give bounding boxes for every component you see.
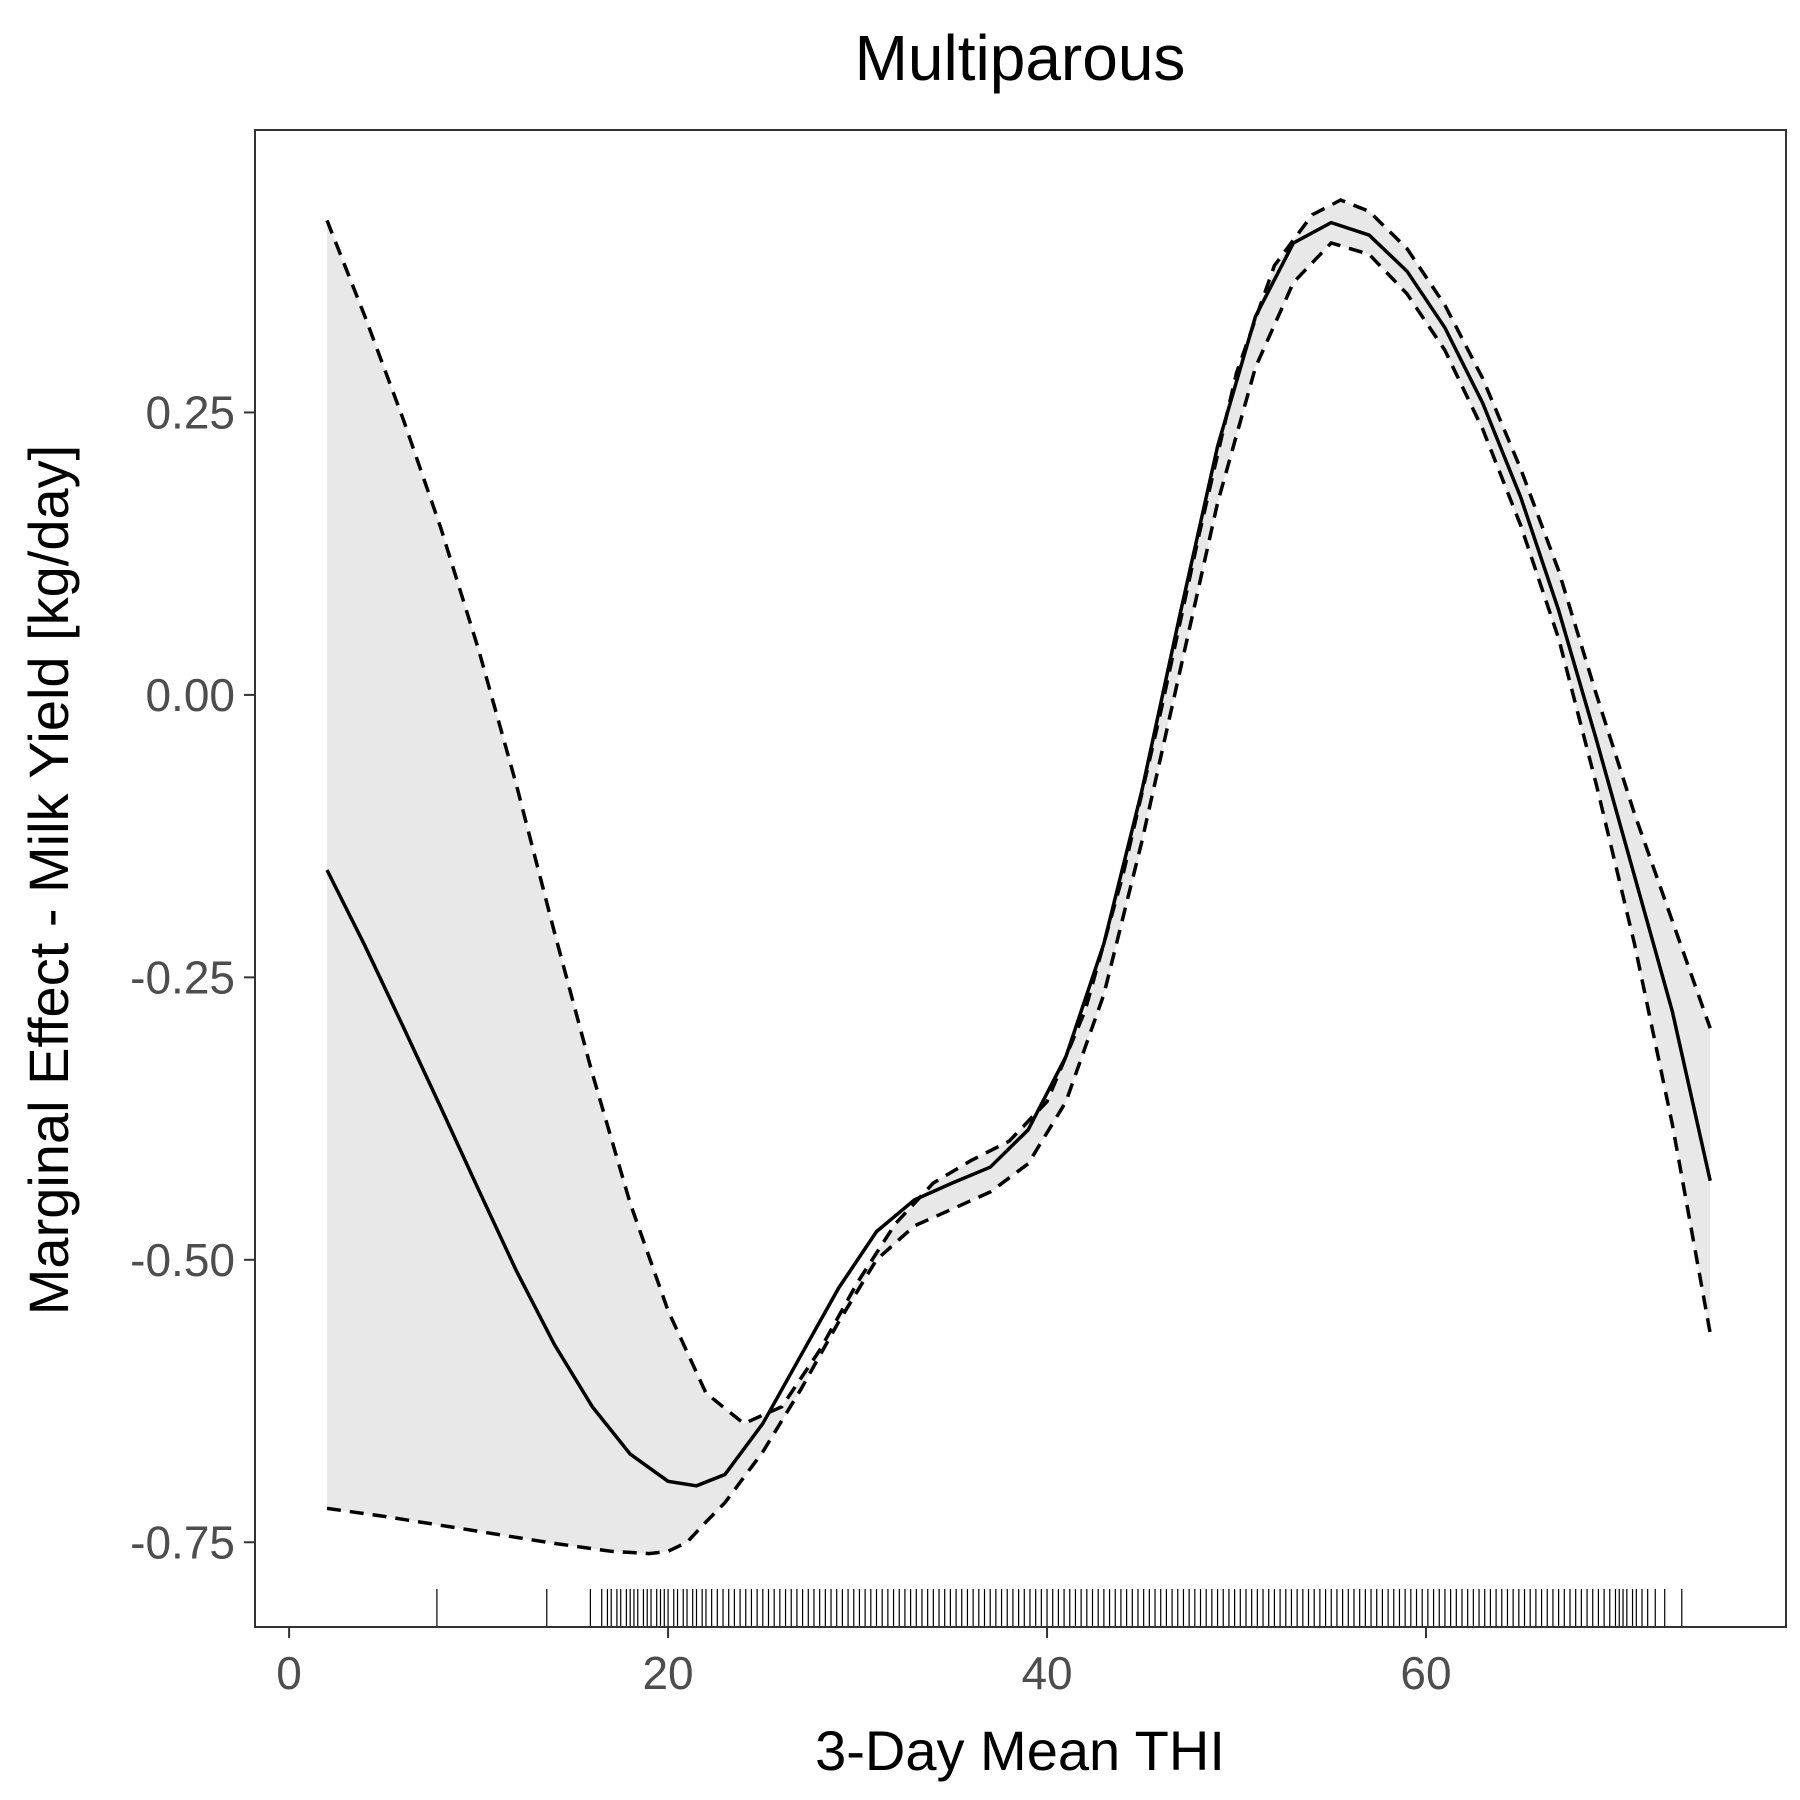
x-tick-label: 60 (1400, 1647, 1451, 1699)
x-tick-label: 0 (276, 1647, 302, 1699)
y-tick-label: 0.00 (145, 669, 235, 721)
y-axis: -0.75 -0.50 -0.25 0.00 0.25 (130, 386, 255, 1568)
chart-title: Multiparous (855, 22, 1186, 94)
plot-border (254, 129, 1787, 1628)
y-tick-label: 0.25 (145, 386, 235, 438)
y-axis-title: Marginal Effect - Milk Yield [kg/day] (17, 445, 80, 1315)
confidence-ribbon (327, 200, 1711, 1554)
lower-bound-line (326, 241, 1712, 1556)
x-axis: 0 20 40 60 (276, 1627, 1452, 1699)
y-tick-label: -0.25 (130, 951, 235, 1003)
x-tick-label: 20 (642, 1647, 693, 1699)
x-axis-title: 3-Day Mean THI (815, 1719, 1225, 1782)
plot-area (325, 198, 1712, 1627)
upper-bound-line (325, 198, 1712, 1426)
x-tick-label: 40 (1021, 1647, 1072, 1699)
y-tick-label: -0.50 (130, 1234, 235, 1286)
estimate-line (325, 220, 1712, 1488)
y-tick-label: -0.75 (130, 1516, 235, 1568)
